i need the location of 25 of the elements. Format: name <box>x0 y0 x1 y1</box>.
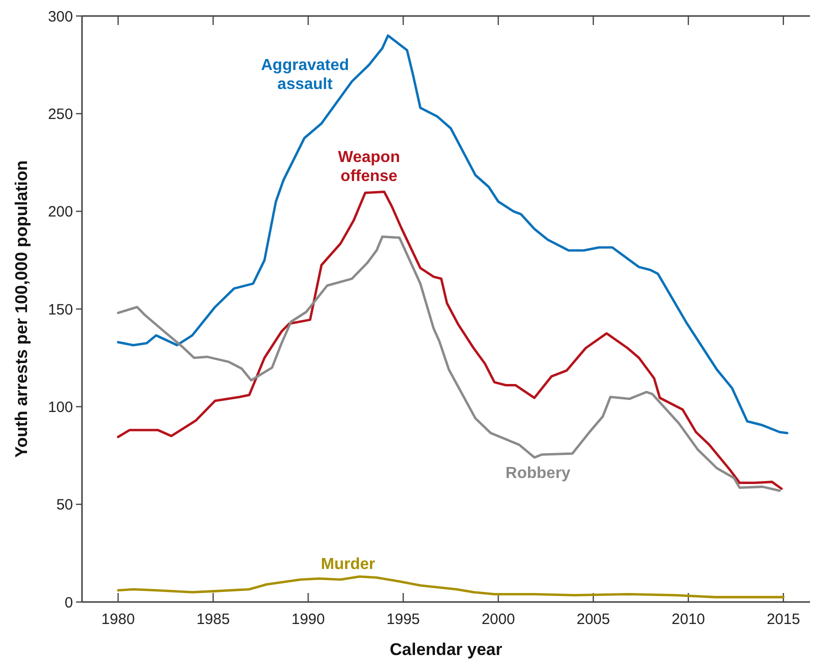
x-tick-label: 1980 <box>101 611 135 628</box>
y-tick-label: 50 <box>56 496 73 514</box>
series-label: Weapon offense <box>338 149 400 185</box>
series-label: Murder <box>320 556 376 573</box>
y-tick-label: 150 <box>48 301 73 318</box>
x-tick-label: 2005 <box>576 611 610 628</box>
x-tick-label: 1990 <box>292 611 325 628</box>
line-series <box>116 34 788 434</box>
x-tick-label: 1985 <box>196 611 230 628</box>
line-series <box>116 236 781 492</box>
y-axis-title: Youth arrests per 100,000 population <box>12 160 31 458</box>
x-tick-label: 1995 <box>386 611 420 628</box>
x-tick-label: 2010 <box>672 611 706 628</box>
series-label: Aggravated assault <box>260 57 350 93</box>
x-tick-label: 2015 <box>766 611 800 628</box>
y-tick-label: 200 <box>48 204 73 221</box>
y-tick-label: 0 <box>64 594 73 612</box>
x-axis-title: Calendar year <box>390 640 503 659</box>
y-tick-label: 300 <box>48 8 73 26</box>
y-tick-label: 100 <box>48 398 73 416</box>
series-label: Robbery <box>506 465 571 482</box>
y-tick-label: 250 <box>48 106 73 123</box>
x-tick-label: 2000 <box>482 611 515 628</box>
line-series <box>116 575 785 598</box>
line-series <box>116 190 783 490</box>
